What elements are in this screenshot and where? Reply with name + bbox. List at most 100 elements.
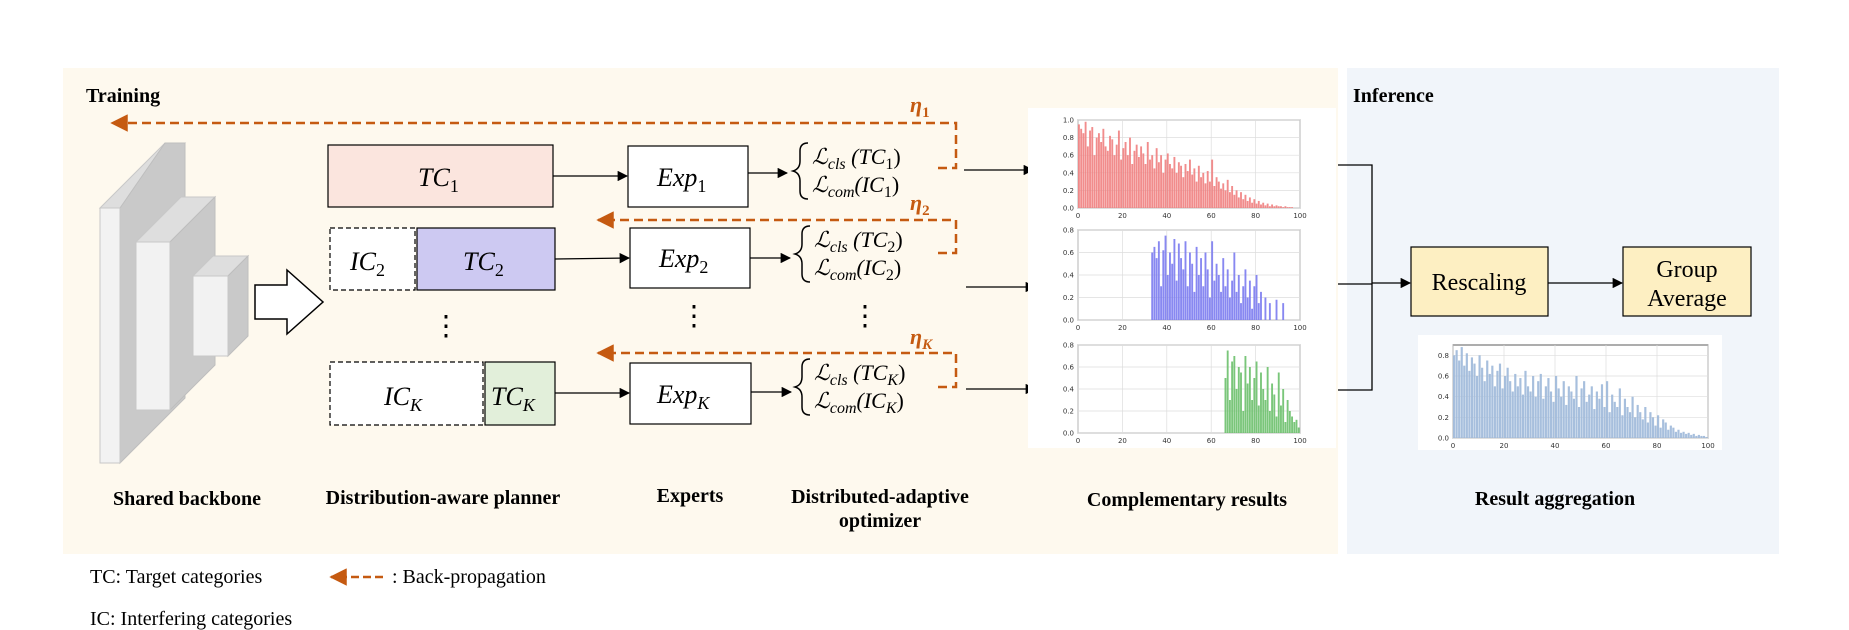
chart-bar — [1171, 168, 1174, 208]
chart-bar — [1237, 367, 1240, 433]
chart-bar — [1291, 207, 1294, 208]
chart-bar — [1593, 409, 1596, 438]
chart-bar — [1100, 142, 1103, 208]
chart-bar — [1690, 434, 1693, 438]
chart-bar — [1275, 416, 1278, 433]
chart-bar — [1106, 150, 1109, 208]
icK-box — [329, 361, 484, 426]
chart-xtick-label: 100 — [1293, 324, 1306, 332]
chart-bar — [1248, 367, 1251, 433]
chart-bar — [1606, 381, 1609, 438]
chart-bar — [1244, 194, 1247, 208]
merge-bracket — [1338, 164, 1373, 391]
chart-bar — [1140, 146, 1143, 208]
chart-bar — [1189, 159, 1191, 208]
chart-bar — [1235, 389, 1238, 433]
svg-text:ℒcom(ICK): ℒcom(ICK) — [814, 388, 904, 417]
chart-ytick-label: 0.2 — [1063, 294, 1074, 302]
chart-bar — [1193, 291, 1196, 320]
chart-bar — [1565, 404, 1568, 438]
chart-xtick-label: 40 — [1162, 324, 1171, 332]
chart-bar — [1282, 389, 1285, 433]
chart-bar — [1529, 391, 1532, 438]
expert-K-label: ExpK — [656, 380, 710, 413]
shared-backbone — [98, 142, 250, 465]
chart-bar — [1257, 303, 1260, 320]
chart-bar — [1251, 308, 1254, 320]
chart-bar — [1164, 235, 1167, 320]
chart-ytick-label: 0.4 — [1063, 169, 1075, 177]
chart-bar — [1273, 206, 1276, 208]
chart-bar — [1186, 171, 1189, 208]
chart-bar — [1266, 203, 1269, 208]
chart-bar — [1222, 183, 1225, 208]
chart-bar — [1109, 135, 1111, 208]
experts-ellipsis: ⋮ — [680, 299, 708, 332]
chart-bar — [1131, 164, 1134, 208]
chart-bar — [1078, 124, 1080, 208]
chart-bar — [1646, 422, 1649, 438]
chart-bar — [1082, 133, 1085, 208]
chart-ytick-label: 0.8 — [1063, 342, 1074, 350]
chart-bar — [1213, 280, 1216, 320]
chart-bar — [1215, 263, 1218, 320]
chart-bar — [1177, 162, 1180, 208]
chart-bar — [1197, 275, 1200, 320]
chart-bar — [1611, 394, 1614, 438]
chart-bar — [1488, 373, 1491, 438]
expert-1-box — [627, 145, 749, 208]
legend-tc: TC: Target categories — [90, 566, 262, 588]
ic2-box — [329, 227, 416, 291]
chart-bar — [1293, 422, 1296, 433]
chart-bar — [1157, 241, 1160, 320]
chart-bar — [1160, 286, 1163, 320]
chart-bar — [1260, 291, 1262, 320]
chart-bar — [1621, 415, 1624, 438]
chart-bar — [1659, 427, 1662, 438]
chart-bar — [1264, 205, 1267, 208]
chart-bar — [1251, 202, 1254, 208]
chart-bar — [1186, 286, 1189, 320]
chart-bar — [1202, 286, 1205, 320]
chart-xtick-label: 20 — [1500, 442, 1509, 450]
chart-bar — [1102, 128, 1105, 208]
label-complementary: Complementary results — [1087, 489, 1287, 511]
chart-bar — [1700, 435, 1703, 438]
chart-bar — [1224, 286, 1227, 320]
chart-xtick-label: 60 — [1207, 212, 1216, 220]
chart-bar — [1539, 373, 1542, 438]
chart-bar — [1504, 376, 1507, 438]
chart-xtick-label: 100 — [1293, 437, 1306, 445]
chart-bar — [1491, 365, 1494, 438]
chart-bar — [1240, 372, 1242, 433]
chart-bar — [1129, 137, 1131, 208]
chart-bar — [1277, 372, 1280, 433]
chart-bar — [1583, 381, 1586, 438]
arrow-planner-exp2 — [554, 252, 631, 264]
chart-bar — [1135, 144, 1138, 208]
chart-bar — [1639, 412, 1642, 438]
chart-bar — [1206, 171, 1209, 208]
chart-xtick-label: 60 — [1207, 324, 1216, 332]
chart-bar — [1253, 378, 1256, 433]
chart-bar — [1260, 204, 1262, 208]
chart-bar — [1173, 156, 1176, 208]
chart-bar — [1182, 269, 1185, 320]
chart-bar — [1560, 396, 1563, 438]
chart-bar — [1217, 275, 1220, 320]
chart-bar — [1155, 258, 1158, 320]
chart-bar — [1478, 355, 1481, 438]
chart-bar — [1235, 190, 1238, 208]
chart-bar — [1151, 155, 1154, 208]
chart-bar — [1275, 205, 1278, 208]
chart-bar — [1180, 258, 1183, 320]
chart-bar — [1191, 263, 1194, 320]
chart-bar — [1481, 367, 1484, 438]
chart-ytick-label: 0.0 — [1063, 205, 1074, 213]
group-average-label-1: Group — [1656, 257, 1717, 283]
chart-bar — [1268, 303, 1271, 320]
chart-bar — [1519, 378, 1522, 438]
chart-bar — [1662, 419, 1665, 438]
chart-ytick-label: 0.0 — [1063, 317, 1074, 325]
